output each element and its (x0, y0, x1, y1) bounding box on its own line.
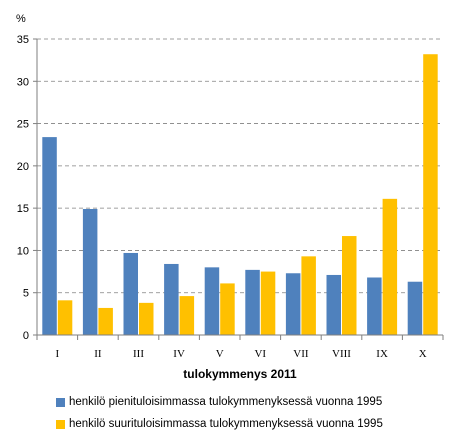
bar-series-1-VII (285, 273, 301, 335)
legend-label-series-1: henkilö pienituloisimmassa tulokymmenyks… (69, 396, 383, 408)
bar-series-2-X (423, 54, 438, 335)
bar-series-1-III (123, 252, 138, 335)
legend-label-series-2: henkilö suurituloisimmassa tulokymmenyks… (69, 418, 383, 430)
bar-series-2-II (98, 307, 113, 335)
x-tick-label: VI (254, 348, 266, 360)
y-tick-label: 30 (17, 76, 29, 88)
y-axis-unit-label: % (16, 13, 26, 25)
y-tick-label: 10 (17, 245, 29, 257)
x-tick-label: X (419, 348, 427, 360)
y-tick-label: 5 (23, 288, 29, 300)
legend-item-series-1: henkilö pienituloisimmassa tulokymmenyks… (56, 396, 446, 408)
bar-series-2-VIII (342, 236, 357, 335)
bar-series-1-I (42, 137, 57, 335)
x-tick-label: IX (376, 348, 388, 360)
bar-series-2-III (139, 302, 154, 335)
bar-series-2-V (220, 283, 235, 335)
x-tick-label: VIII (332, 348, 351, 360)
y-tick-label: 25 (17, 119, 29, 131)
y-tick-label: 20 (17, 161, 29, 173)
bar-series-1-II (82, 208, 98, 335)
bar-series-1-VI (245, 269, 260, 335)
x-tick-label: III (133, 348, 144, 360)
bar-series-1-IX (367, 277, 382, 335)
y-tick-labels: 0 5 10 15 20 25 30 35 (17, 34, 29, 342)
x-tick-label: II (94, 348, 102, 360)
legend-swatch-series-2 (56, 419, 65, 429)
bar-series-1-VIII (326, 274, 341, 335)
bar-series-2-IX (382, 198, 398, 335)
bar-series-1-IV (164, 263, 179, 335)
bars (42, 54, 438, 335)
bar-series-1-X (407, 281, 423, 335)
bar-series-2-VI (260, 271, 276, 335)
x-axis-title: tulokymmenys 2011 (183, 367, 297, 381)
grid-lines (33, 38, 443, 336)
x-tick-labels: I II III IV V VI VII VIII IX X (36, 335, 444, 360)
bar-series-2-VII (301, 256, 316, 335)
bar-series-1-V (204, 267, 220, 335)
bar-series-2-I (57, 300, 73, 335)
bar-series-2-IV (179, 296, 195, 335)
legend-swatch-series-1 (56, 397, 65, 407)
x-tick-label: I (55, 348, 59, 360)
x-tick-label: IV (173, 348, 185, 360)
y-tick-label: 35 (17, 34, 29, 46)
y-tick-label: 0 (23, 330, 29, 342)
x-tick-label: VII (293, 348, 309, 360)
legend-item-series-2: henkilö suurituloisimmassa tulokymmenyks… (56, 418, 446, 430)
x-tick-label: V (216, 348, 224, 360)
axes (36, 39, 443, 336)
y-tick-label: 15 (17, 203, 29, 215)
